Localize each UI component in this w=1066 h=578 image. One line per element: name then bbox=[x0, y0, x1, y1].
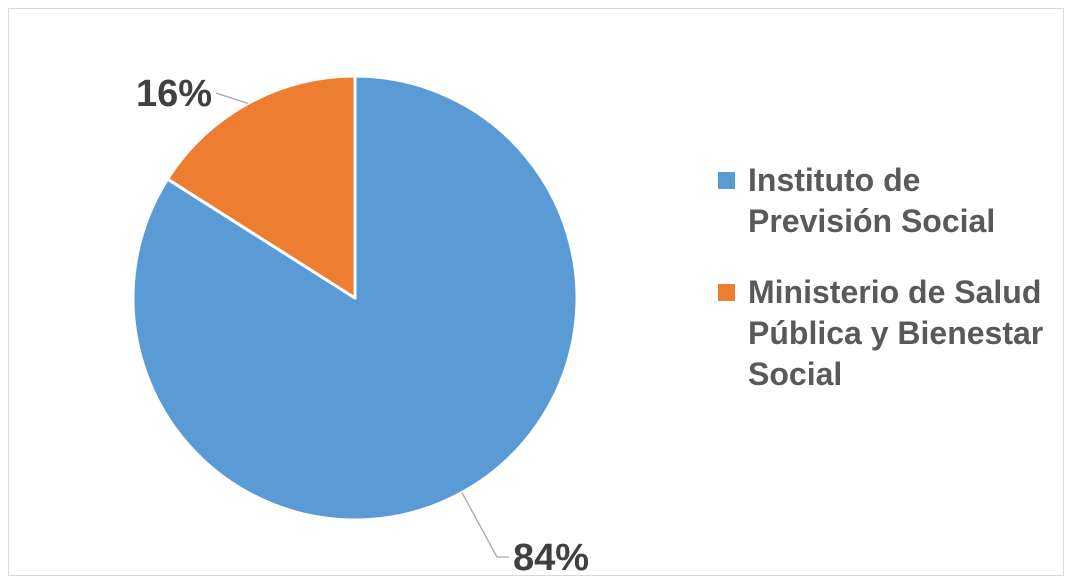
leader-line-ministerio bbox=[215, 92, 249, 105]
legend-label-instituto: Instituto de Previsión Social bbox=[748, 162, 996, 239]
legend-item-ministerio: Ministerio de Salud Pública y Bienestar … bbox=[718, 272, 1058, 395]
legend-swatch-blue bbox=[718, 172, 735, 189]
legend-swatch-orange bbox=[718, 284, 735, 301]
legend-item-instituto: Instituto de Previsión Social bbox=[718, 160, 1058, 242]
leader-line-instituto bbox=[461, 492, 509, 558]
leader-lines bbox=[215, 92, 509, 558]
data-label-ministerio: 16% bbox=[136, 73, 212, 115]
pie-slice-instituto bbox=[131, 74, 579, 522]
legend-label-ministerio: Ministerio de Salud Pública y Bienestar … bbox=[748, 274, 1044, 392]
pie-slices bbox=[131, 74, 579, 522]
data-label-instituto: 84% bbox=[513, 537, 589, 578]
legend: Instituto de Previsión Social Ministerio… bbox=[718, 160, 1058, 425]
